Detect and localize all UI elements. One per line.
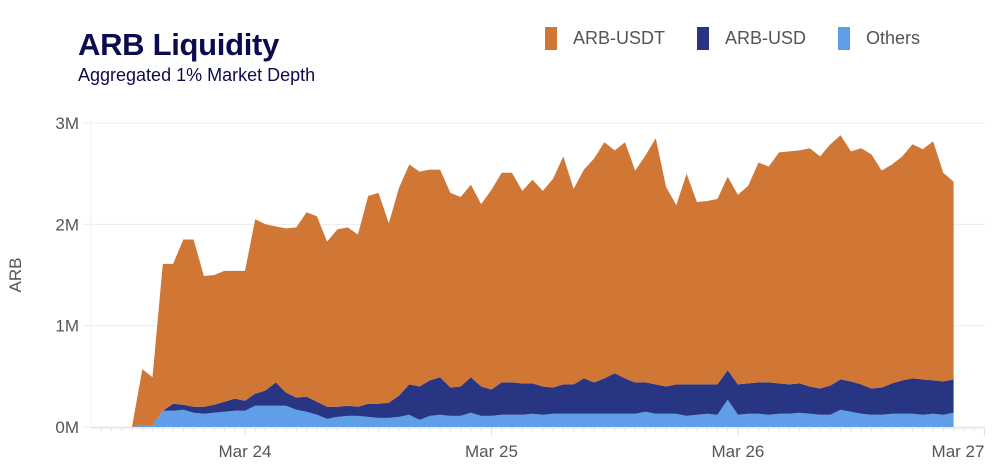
legend-label: ARB-USD bbox=[725, 28, 807, 48]
x-tick-label: Mar 27 bbox=[932, 442, 985, 461]
area-arb-usd bbox=[132, 370, 954, 427]
area-arb-usdt bbox=[132, 135, 954, 427]
x-tick-label: Mar 24 bbox=[219, 442, 272, 461]
chart-title: ARB Liquidity bbox=[78, 27, 280, 62]
axes: 0M 1M 2M 3M Mar 24 Mar 25 Mar 26 Mar 27 bbox=[55, 114, 985, 461]
legend-swatch-arb-usd bbox=[697, 27, 710, 50]
x-tick-label: Mar 26 bbox=[711, 442, 764, 461]
x-tick-label: Mar 25 bbox=[465, 442, 518, 461]
y-tick-label: 3M bbox=[55, 114, 79, 133]
legend-item-arb-usdt[interactable]: ARB-USDT bbox=[545, 27, 665, 50]
legend-item-arb-usd[interactable]: ARB-USD bbox=[697, 27, 806, 50]
stacked-areas bbox=[132, 135, 954, 427]
legend-swatch-arb-usdt bbox=[545, 27, 557, 50]
legend-item-others[interactable]: Others bbox=[838, 27, 920, 50]
y-axis-label: ARB bbox=[6, 258, 25, 293]
legend-swatch-others bbox=[838, 27, 851, 50]
area-others bbox=[132, 399, 954, 427]
legend: ARB-USDT ARB-USD Others bbox=[545, 27, 952, 50]
legend-label: Others bbox=[866, 28, 921, 48]
y-tick-label: 0M bbox=[55, 418, 79, 437]
legend-label: ARB-USDT bbox=[573, 28, 666, 48]
chart-subtitle: Aggregated 1% Market Depth bbox=[78, 65, 316, 85]
y-tick-label: 2M bbox=[55, 215, 79, 234]
y-tick-label: 1M bbox=[55, 317, 79, 336]
